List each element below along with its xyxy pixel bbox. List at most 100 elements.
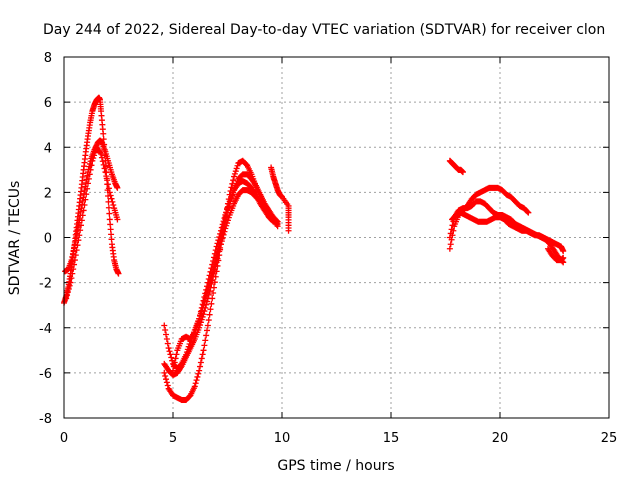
data-point	[213, 243, 220, 250]
data-point	[447, 241, 454, 248]
data-point	[67, 279, 74, 286]
data-point	[78, 222, 85, 229]
data-point	[74, 242, 81, 249]
data-point	[202, 290, 209, 297]
data-point	[225, 201, 232, 208]
data-point	[208, 265, 215, 272]
data-point	[170, 367, 176, 374]
data-point	[524, 208, 531, 215]
y-tick-label: 2	[44, 186, 52, 201]
series-pass-2d	[170, 178, 277, 374]
y-tick-label: -2	[39, 277, 52, 292]
data-point	[161, 369, 168, 376]
x-tick-label: 15	[383, 431, 400, 446]
data-point	[91, 149, 98, 156]
data-point	[101, 165, 108, 172]
data-point	[105, 185, 112, 192]
data-point	[201, 342, 208, 349]
data-point	[171, 359, 178, 366]
data-point	[204, 322, 211, 329]
x-axis-label: GPS time / hours	[277, 458, 394, 474]
data-point	[274, 220, 281, 227]
data-point	[71, 257, 78, 264]
data-point	[448, 226, 455, 233]
data-point	[77, 227, 84, 234]
data-point	[198, 304, 205, 311]
data-point	[194, 373, 201, 380]
data-point	[82, 196, 89, 203]
data-point	[79, 212, 86, 219]
data-point	[163, 376, 170, 383]
series-pass-2e	[268, 164, 292, 234]
data-point	[161, 322, 168, 329]
plot-frame	[63, 56, 610, 419]
data-point	[192, 326, 199, 333]
data-point	[232, 168, 239, 175]
data-point	[73, 247, 80, 254]
data-point	[114, 184, 121, 191]
x-tick-label: 25	[601, 431, 618, 446]
data-point	[197, 363, 204, 370]
data-point	[204, 283, 211, 290]
x-tick-label: 5	[169, 431, 177, 446]
x-tick-label: 10	[274, 431, 291, 446]
data-point	[224, 206, 231, 213]
y-tick-label: -6	[39, 367, 52, 382]
data-point	[80, 207, 87, 214]
data-point	[66, 282, 73, 289]
data-point	[99, 158, 106, 165]
data-point	[83, 191, 90, 198]
data-point	[206, 311, 213, 318]
data-point	[76, 232, 83, 239]
y-tick-label: 8	[44, 51, 52, 66]
data-point	[206, 272, 213, 279]
series-pass-3a	[446, 157, 466, 176]
data-point	[218, 224, 225, 231]
data-point	[87, 166, 94, 173]
data-point	[231, 170, 238, 177]
data-point	[105, 181, 112, 188]
data-point	[90, 155, 97, 162]
data-point	[197, 312, 204, 319]
data-point	[525, 209, 532, 216]
data-point	[69, 253, 76, 260]
data-point	[207, 268, 214, 275]
data-point	[234, 162, 241, 169]
data-point	[446, 234, 453, 241]
data-point	[173, 351, 180, 358]
data-point	[209, 261, 216, 268]
grid-lines	[64, 57, 609, 418]
data-point	[205, 317, 212, 324]
data-point	[193, 377, 200, 384]
data-point	[199, 301, 206, 308]
data-point	[202, 337, 209, 344]
data-point	[273, 220, 280, 227]
data-point	[270, 218, 277, 225]
data-point	[107, 192, 114, 199]
data-point	[197, 308, 204, 315]
data-point	[164, 382, 171, 389]
data-point	[91, 152, 98, 159]
data-point	[204, 279, 211, 286]
data-point	[203, 332, 210, 339]
series-pass-1b	[62, 137, 121, 275]
data-point	[170, 363, 177, 370]
data-point	[162, 373, 169, 380]
data-point	[110, 202, 117, 209]
y-tick-label: 6	[44, 96, 52, 111]
data-point	[211, 250, 218, 257]
data-point	[219, 221, 226, 228]
data-point	[210, 290, 217, 297]
y-axis-label: SDTVAR / TECUs	[7, 181, 23, 296]
data-point	[163, 331, 170, 338]
series-pass-1c	[63, 144, 121, 302]
data-point	[212, 247, 219, 254]
data-point	[98, 154, 105, 161]
data-point	[201, 294, 208, 301]
x-tick-label: 0	[60, 431, 68, 446]
data-point	[196, 315, 203, 322]
y-tick-label: 0	[44, 232, 52, 247]
data-point	[186, 340, 193, 347]
data-point	[166, 348, 173, 355]
data-point	[198, 355, 205, 362]
